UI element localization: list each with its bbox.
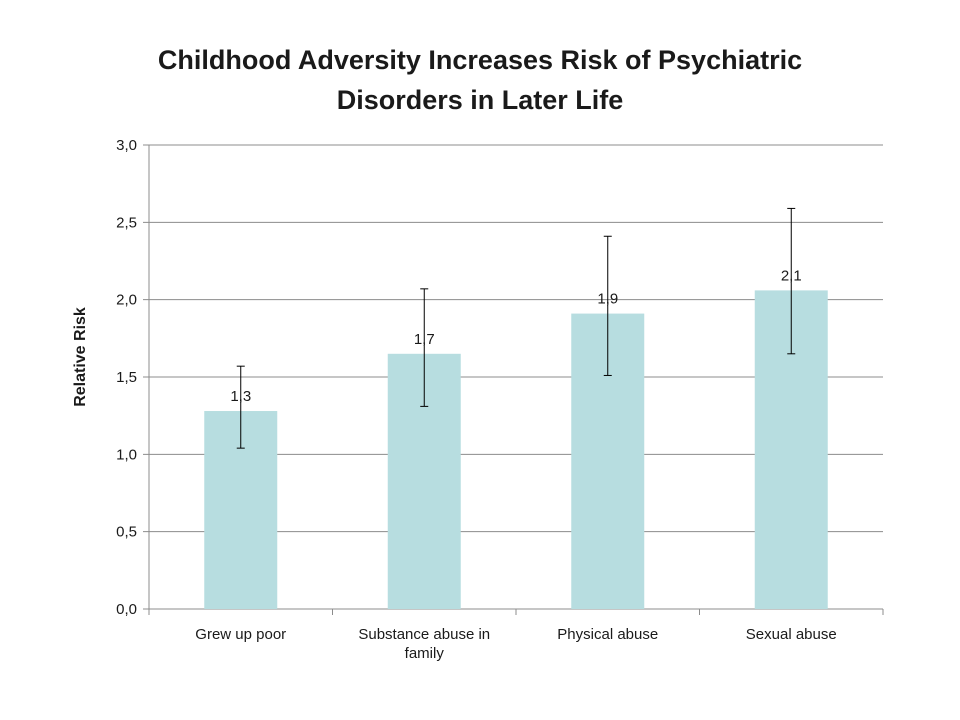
chart-title-line-2: Disorders in Later Life — [336, 85, 624, 115]
y-tick-label: 1,0 — [116, 446, 137, 463]
x-tick-label: Substance abuse in family — [358, 626, 490, 662]
y-tick-label: 0,5 — [116, 524, 137, 541]
x-tick-label: Grew up poor — [195, 626, 286, 643]
x-tick-label: Sexual abuse — [746, 626, 837, 643]
chart-title-line-1: Childhood Adversity Increases Risk of Ps… — [157, 45, 803, 75]
x-tick-label-line: Sexual abuse — [746, 626, 837, 643]
x-tick-label-line: Substance abuse in — [358, 626, 490, 643]
chart-title: Childhood Adversity Increases Risk of Ps… — [60, 40, 900, 120]
y-tick-label: 3,0 — [116, 137, 137, 154]
x-tick-label-line: Physical abuse — [557, 626, 658, 643]
data-label: 1,9 — [597, 291, 618, 308]
y-tick-label: 1,5 — [116, 369, 137, 386]
y-tick-label: 2,0 — [116, 292, 137, 309]
y-tick-label: 0,0 — [116, 601, 137, 618]
data-label: 1,7 — [414, 331, 435, 348]
x-tick-label-line: family — [405, 645, 445, 662]
x-tick-label-line: Grew up poor — [195, 626, 286, 643]
x-tick-label: Physical abuse — [557, 626, 658, 643]
data-label: 2,1 — [781, 267, 802, 284]
y-axis-title: Relative Risk — [72, 307, 89, 407]
y-tick-label: 2,5 — [116, 214, 137, 231]
data-label: 1,3 — [230, 388, 251, 405]
